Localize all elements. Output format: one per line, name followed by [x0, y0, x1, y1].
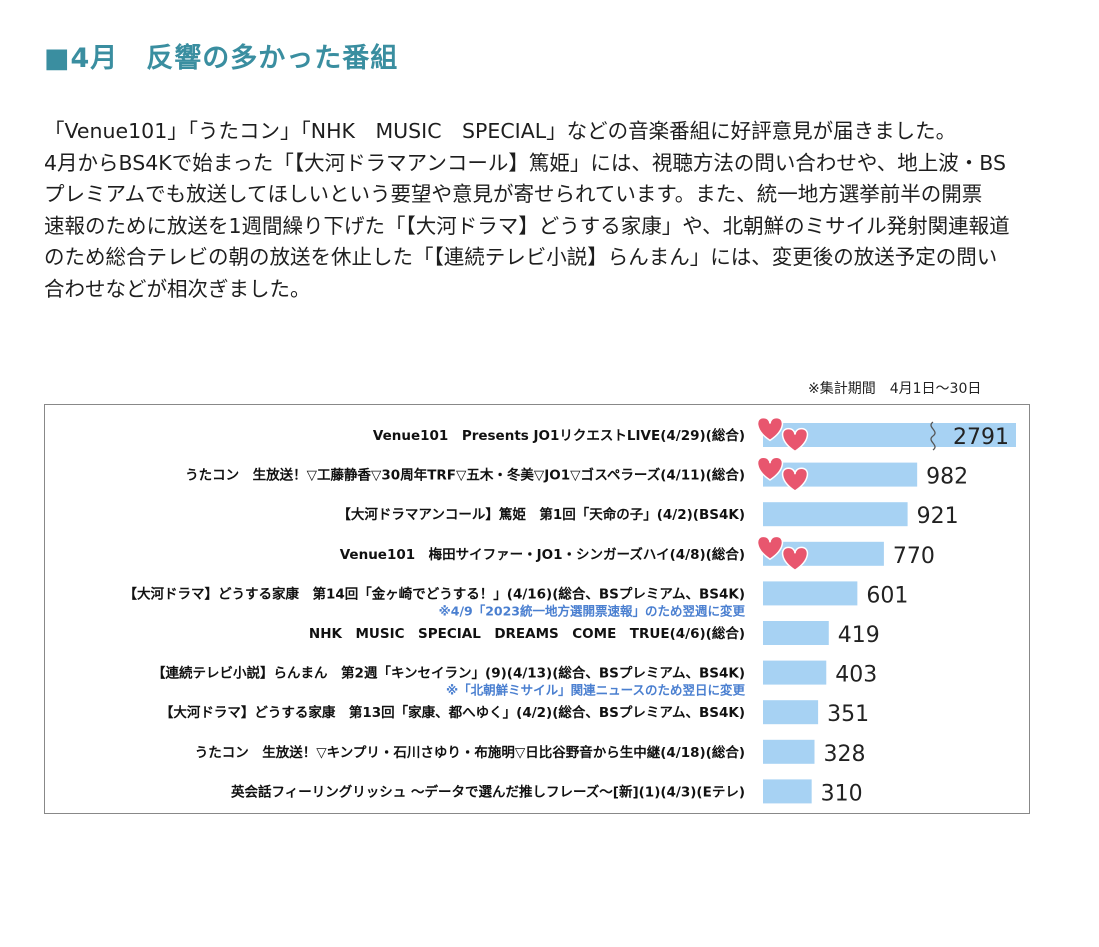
data-label: 419 — [838, 623, 880, 648]
intro-paragraph: 「Venue101」「うたコン」「NHK MUSIC SPECIAL」などの音楽… — [44, 116, 1044, 306]
data-label: 2791 — [953, 425, 1009, 450]
data-label: 328 — [823, 742, 865, 767]
data-label: 770 — [893, 544, 935, 569]
data-label: 351 — [827, 702, 869, 727]
category-label: 【大河ドラマアンコール】篤姫 第1回「天命の子」(4/2)(BS4K) — [337, 506, 745, 523]
intro-line: プレミアムでも放送してほしいという要望や意見が寄せられています。また、統一地方選… — [44, 182, 983, 207]
heart-icon — [756, 416, 784, 442]
category-label: 【大河ドラマ】どうする家康 第13回「家康、都へゆく」(4/2)(総合、BSプレ… — [160, 704, 745, 721]
data-label: 982 — [926, 465, 968, 490]
heart-icon — [781, 467, 809, 492]
category-label: 【大河ドラマ】どうする家康 第14回「金ヶ崎でどうする！」(4/16)(総合、B… — [123, 585, 745, 602]
data-label: 921 — [917, 504, 959, 529]
footnote-annotation: ※「北朝鮮ミサイル」関連ニュースのため翌日に変更 — [446, 683, 746, 698]
intro-line: 「Venue101」「うたコン」「NHK MUSIC SPECIAL」などの音楽… — [44, 119, 957, 143]
bar — [763, 739, 815, 764]
heart-icon — [756, 456, 784, 481]
bar — [763, 502, 908, 527]
heart-icon — [756, 535, 784, 561]
category-label: うたコン 生放送！▽工藤静香▽30周年TRF▽五木・冬美▽JO1▽ゴスペラーズ(… — [185, 467, 745, 484]
intro-line: のため総合テレビの朝の放送を休止した「【連続テレビ小説】らんまん」には、変更後の… — [44, 245, 998, 270]
intro-line: 合わせなどが相次ぎました。 — [44, 276, 311, 301]
category-label: うたコン 生放送！▽キンプリ・石川さゆり・布施明▽日比谷野音から生中継(4/18… — [195, 744, 745, 761]
intro-line: 4月からBS4Kで始まった「【大河ドラマアンコール】篤姫」には、視聴方法の問い合… — [44, 150, 1006, 175]
bar — [763, 779, 812, 804]
bar — [763, 581, 858, 606]
bar — [763, 700, 819, 725]
category-label: Venue101 梅田サイファー・JO1・シンガーズハイ(4/8)(総合) — [340, 546, 745, 563]
bar — [763, 621, 829, 645]
aggregation-period-note: ※集計期間 4月1日〜30日 — [808, 381, 982, 397]
chart-frame — [44, 404, 1030, 814]
data-label: 601 — [866, 583, 908, 608]
data-label: 310 — [821, 781, 863, 806]
category-label: 英会話フィーリングリッシュ ～データで選んだ推しフレーズ～[新](1)(4/3)… — [230, 783, 745, 800]
category-label: 【連続テレビ小説】らんまん 第2週「キンセイラン」(9)(4/13)(総合、BS… — [152, 665, 745, 682]
bar — [763, 660, 827, 685]
category-label: NHK MUSIC SPECIAL DREAMS COME TRUE(4/6)(… — [309, 625, 745, 642]
data-label: 403 — [835, 663, 877, 688]
heart-icon — [781, 546, 809, 572]
axis-break-mark — [930, 421, 936, 451]
footnote-annotation: ※4/9「2023統一地方選開票速報」のため翌週に変更 — [439, 603, 746, 618]
heart-icon — [781, 427, 809, 453]
category-label: Venue101 Presents JO1リクエストLIVE(4/29)(総合) — [373, 427, 745, 444]
intro-line: 速報のために放送を1週間繰り下げた「【大河ドラマ】どうする家康」や、北朝鮮のミサ… — [44, 213, 1010, 238]
page-title: ■4月 反響の多かった番組 — [44, 43, 399, 74]
